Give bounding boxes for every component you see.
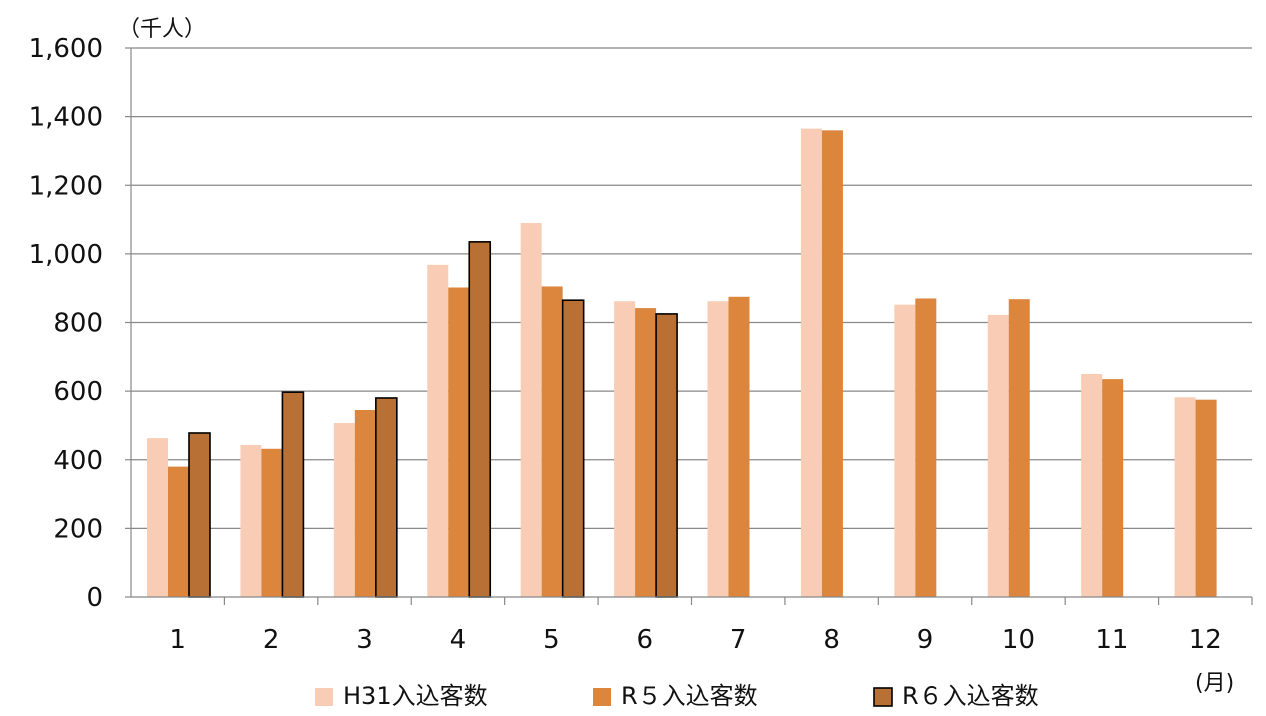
y-tick-label: 200	[53, 514, 103, 544]
legend-swatch	[593, 688, 611, 706]
x-tick-label: 11	[1095, 625, 1128, 655]
legend-swatch	[873, 687, 893, 707]
y-tick-label: 400	[53, 446, 103, 476]
bar-2-12	[1195, 399, 1217, 597]
bar-3-3	[375, 397, 398, 598]
legend-swatch	[315, 688, 333, 706]
x-tick-label: 5	[543, 625, 560, 655]
bar-1-8	[800, 128, 822, 597]
bar-1-10	[987, 314, 1009, 597]
y-tick-label: 1,400	[29, 103, 103, 133]
legend: H31入込客数 R５入込客数 R６入込客数	[315, 682, 1039, 710]
x-tick-label: 3	[356, 625, 373, 655]
legend-label: H31入込客数	[343, 682, 488, 710]
bar-1-12	[1174, 397, 1196, 597]
y-tick-label: 600	[53, 377, 103, 407]
bar-3-4	[468, 241, 492, 598]
y-unit-label: （千人）	[118, 17, 206, 42]
y-tick-label: 0	[86, 583, 103, 613]
y-tick-label: 1,000	[29, 240, 103, 270]
bar-2-7	[728, 296, 750, 597]
bars	[147, 128, 1217, 598]
x-tick-label: 7	[730, 625, 747, 655]
bar-3-6	[655, 313, 678, 598]
x-tick-label: 1	[169, 625, 186, 655]
y-tick-label: 1,200	[29, 171, 103, 201]
bar-3-2	[281, 391, 305, 598]
bar-1-2	[240, 444, 262, 597]
bar-2-5	[541, 286, 563, 597]
bar-2-3	[354, 409, 376, 597]
legend-label: R５入込客数	[621, 682, 758, 710]
bar-1-9	[894, 304, 916, 597]
gridlines	[131, 47, 1252, 529]
y-tick-label: 1,600	[29, 34, 103, 64]
bar-2-6	[635, 308, 657, 597]
x-tick-label: 12	[1189, 625, 1222, 655]
bar-3-1	[188, 432, 211, 598]
legend-label: R６入込客数	[902, 682, 1039, 710]
bar-1-6	[614, 301, 636, 597]
bar-1-4	[427, 264, 449, 597]
bar-2-10	[1008, 299, 1030, 597]
bar-1-3	[333, 423, 355, 597]
x-unit-label: (月)	[1195, 671, 1234, 696]
bar-2-8	[821, 130, 843, 597]
x-tick-label: 8	[823, 625, 840, 655]
x-tick-label: 9	[917, 625, 934, 655]
bar-2-4	[448, 287, 470, 597]
bar-1-7	[707, 301, 729, 597]
bar-1-1	[147, 438, 168, 597]
bar-2-1	[168, 466, 189, 597]
bar-1-5	[520, 222, 542, 597]
x-tick-label: 4	[450, 625, 467, 655]
bar-1-11	[1081, 373, 1103, 597]
x-tick-label: 6	[637, 625, 654, 655]
x-tick-label: 10	[1002, 625, 1035, 655]
x-tick-label: 2	[263, 625, 280, 655]
bar-2-11	[1102, 379, 1124, 597]
y-tick-label: 800	[53, 309, 103, 339]
bar-2-9	[915, 298, 937, 597]
bar-3-5	[561, 299, 585, 598]
bar-2-2	[261, 448, 283, 597]
